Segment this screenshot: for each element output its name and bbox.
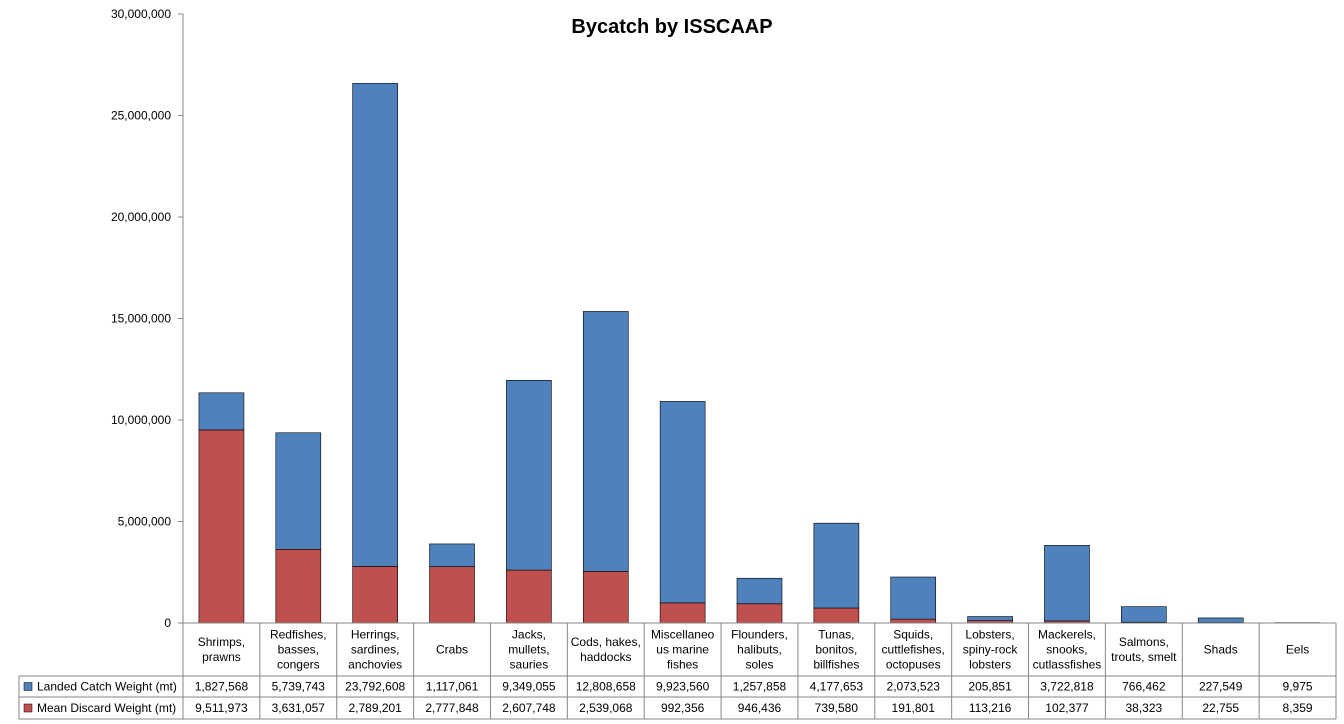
- bar-discard-weight: [736, 603, 783, 624]
- x-category-label: Herrings, sardines, anchovies: [348, 628, 402, 672]
- legend-swatch-landed-catch: [23, 682, 33, 691]
- y-tick-label: 15,000,000: [111, 312, 171, 326]
- x-category-label: Flounders, halibuts, soles: [731, 628, 788, 672]
- bar-landed-catch-weight: [890, 576, 937, 620]
- table-value-discard: 2,539,068: [579, 701, 633, 715]
- y-tick-label: 25,000,000: [111, 109, 171, 123]
- table-value-discard: 102,377: [1045, 701, 1089, 715]
- x-category-label: Jacks, mullets, sauries: [508, 628, 549, 672]
- bar-landed-catch-weight: [429, 543, 475, 567]
- table-value-landed-catch: 23,792,608: [345, 680, 405, 694]
- table-value-discard: 992,356: [661, 701, 705, 715]
- x-category-label: Squids, cuttlefishes, octopuses: [882, 628, 945, 672]
- table-value-discard: 2,777,848: [425, 701, 479, 715]
- bar-discard-weight: [890, 618, 937, 624]
- y-tick-label: 0: [164, 616, 171, 630]
- table-value-landed-catch: 9,349,055: [502, 680, 556, 694]
- bar-plot-area: [198, 83, 1321, 624]
- x-category-label: Mackerels, snooks, cutlassfishes: [1033, 628, 1102, 672]
- bar-discard-weight: [198, 429, 245, 624]
- x-category-label: Shrimps, prawns: [198, 635, 245, 664]
- table-value-landed-catch: 4,177,653: [810, 680, 864, 694]
- table-value-discard: 2,789,201: [348, 701, 402, 715]
- bar-discard-weight: [659, 602, 706, 624]
- legend-label-discard: Mean Discard Weight (mt): [37, 701, 176, 715]
- x-category-label: Miscellaneo us marine fishes: [651, 628, 715, 672]
- bar-landed-catch-weight: [1121, 606, 1167, 623]
- table-value-landed-catch: 5,739,743: [272, 680, 326, 694]
- table-value-discard: 3,631,057: [272, 701, 326, 715]
- y-tick-label: 30,000,000: [111, 7, 171, 21]
- table-value-discard: 113,216: [969, 701, 1012, 715]
- x-category-label: Cods, hakes, haddocks: [571, 635, 641, 664]
- table-value-landed-catch: 3,722,818: [1040, 680, 1094, 694]
- table-value-landed-catch: 1,257,858: [733, 680, 787, 694]
- table-value-discard: 739,580: [815, 701, 859, 715]
- table-value-landed-catch: 1,117,061: [426, 680, 479, 694]
- bar-landed-catch-weight: [813, 522, 860, 609]
- table-value-landed-catch: 227,549: [1199, 680, 1243, 694]
- y-axis: 0 5,000,000 10,000,000 15,000,000 20,000,000…: [111, 7, 184, 630]
- x-category-label: Eels: [1286, 643, 1309, 657]
- y-tick-label: 5,000,000: [118, 515, 172, 529]
- table-value-discard: 2,607,748: [502, 701, 556, 715]
- table-value-discard: 8,359: [1283, 701, 1313, 715]
- bar-discard-weight: [275, 548, 322, 624]
- table-value-landed-catch: 766,462: [1122, 680, 1166, 694]
- bar-discard-weight: [813, 607, 860, 624]
- legend-label-landed-catch: Landed Catch Weight (mt): [37, 680, 177, 694]
- table-value-landed-catch: 1,827,568: [195, 680, 249, 694]
- x-category-label: Tunas, bonitos, billfishes: [813, 628, 859, 672]
- bar-landed-catch-weight: [506, 379, 552, 571]
- table-value-landed-catch: 205,851: [968, 680, 1012, 694]
- table-value-landed-catch: 12,808,658: [576, 680, 636, 694]
- table-value-discard: 946,436: [738, 701, 782, 715]
- table-value-landed-catch: 9,923,560: [656, 680, 710, 694]
- table-value-discard: 38,323: [1125, 701, 1162, 715]
- bar-landed-catch-weight: [967, 616, 1013, 622]
- bar-landed-catch-weight: [736, 577, 783, 605]
- bar-discard-weight: [582, 571, 629, 624]
- x-category-label: Crabs: [436, 643, 468, 657]
- x-category-label: Lobsters, spiny-rock lobsters: [963, 628, 1019, 672]
- bar-discard-weight: [352, 566, 398, 624]
- table-value-landed-catch: 2,073,523: [887, 680, 941, 694]
- bar-landed-catch-weight: [352, 83, 398, 567]
- y-tick-label: 10,000,000: [111, 413, 171, 427]
- bar-discard-weight: [429, 566, 475, 624]
- x-category-label: Salmons, trouts, smelt: [1111, 635, 1177, 664]
- table-value-discard: 191,801: [892, 701, 936, 715]
- y-tick-label: 20,000,000: [111, 210, 171, 224]
- bar-landed-catch-weight: [659, 401, 706, 604]
- legend-swatch-discard: [23, 703, 33, 713]
- bar-landed-catch-weight: [198, 392, 245, 431]
- x-category-label: Redfishes, basses, congers: [270, 628, 327, 672]
- table-value-discard: 9,511,973: [195, 701, 248, 715]
- bar-discard-weight: [506, 569, 552, 624]
- table-value-landed-catch: 9,975: [1283, 680, 1313, 694]
- chart-title: Bycatch by ISSCAAP: [571, 16, 772, 38]
- table-value-discard: 22,755: [1202, 701, 1239, 715]
- bar-landed-catch-weight: [1044, 545, 1090, 622]
- bar-landed-catch-weight: [582, 311, 629, 572]
- bar-landed-catch-weight: [275, 432, 322, 550]
- bar-landed-catch-weight: [1197, 617, 1244, 623]
- x-category-label: Shads: [1204, 643, 1238, 657]
- data-table: Shrimps, prawns Redfishes, basses, congers He…: [18, 622, 1337, 720]
